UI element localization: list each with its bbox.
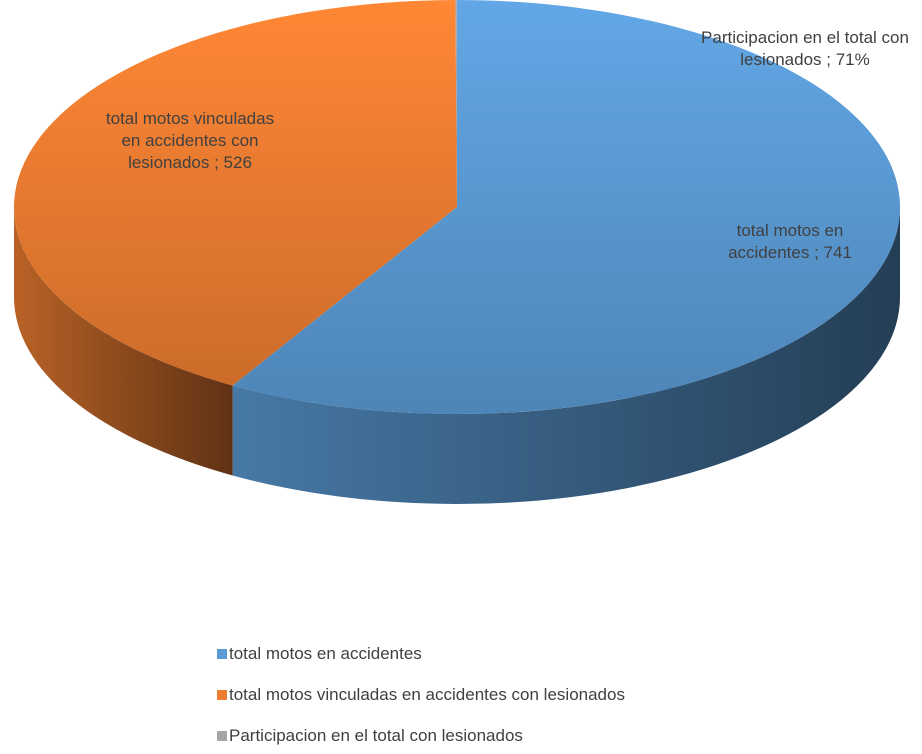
slice-top — [455, 0, 457, 207]
label-separator: ; — [821, 50, 836, 69]
legend-swatch — [217, 690, 227, 700]
label-separator: ; — [809, 243, 824, 262]
pie-plot — [13, 0, 901, 504]
slice-side — [14, 207, 233, 476]
slice-top — [13, 0, 458, 386]
legend-item: Participacion en el total con lesionados — [217, 726, 523, 746]
legend-label: total motos en accidentes — [229, 644, 422, 663]
label-category: total motos vinculadas en accidentes con… — [105, 109, 275, 172]
legend-swatch — [217, 649, 227, 659]
legend-item: total motos vinculadas en accidentes con… — [217, 685, 625, 705]
data-label: total motos vinculadas en accidentes con… — [105, 108, 275, 174]
legend-label: Participacion en el total con lesionados — [229, 726, 523, 745]
data-label: Participacion en el total con lesionados… — [690, 27, 920, 71]
label-separator: ; — [209, 153, 224, 172]
label-category: Participacion en el total con lesionados — [701, 28, 909, 69]
slice-side — [232, 207, 901, 504]
data-label: total motos en accidentes ; 741 — [700, 220, 880, 264]
slice-top — [232, 0, 901, 414]
legend-swatch — [217, 731, 227, 741]
label-value: 526 — [223, 153, 252, 172]
legend-item: total motos en accidentes — [217, 644, 422, 664]
label-value: 71% — [835, 50, 870, 69]
label-value: 741 — [823, 243, 852, 262]
label-category: total motos en accidentes — [728, 221, 844, 262]
legend-label: total motos vinculadas en accidentes con… — [229, 685, 625, 704]
